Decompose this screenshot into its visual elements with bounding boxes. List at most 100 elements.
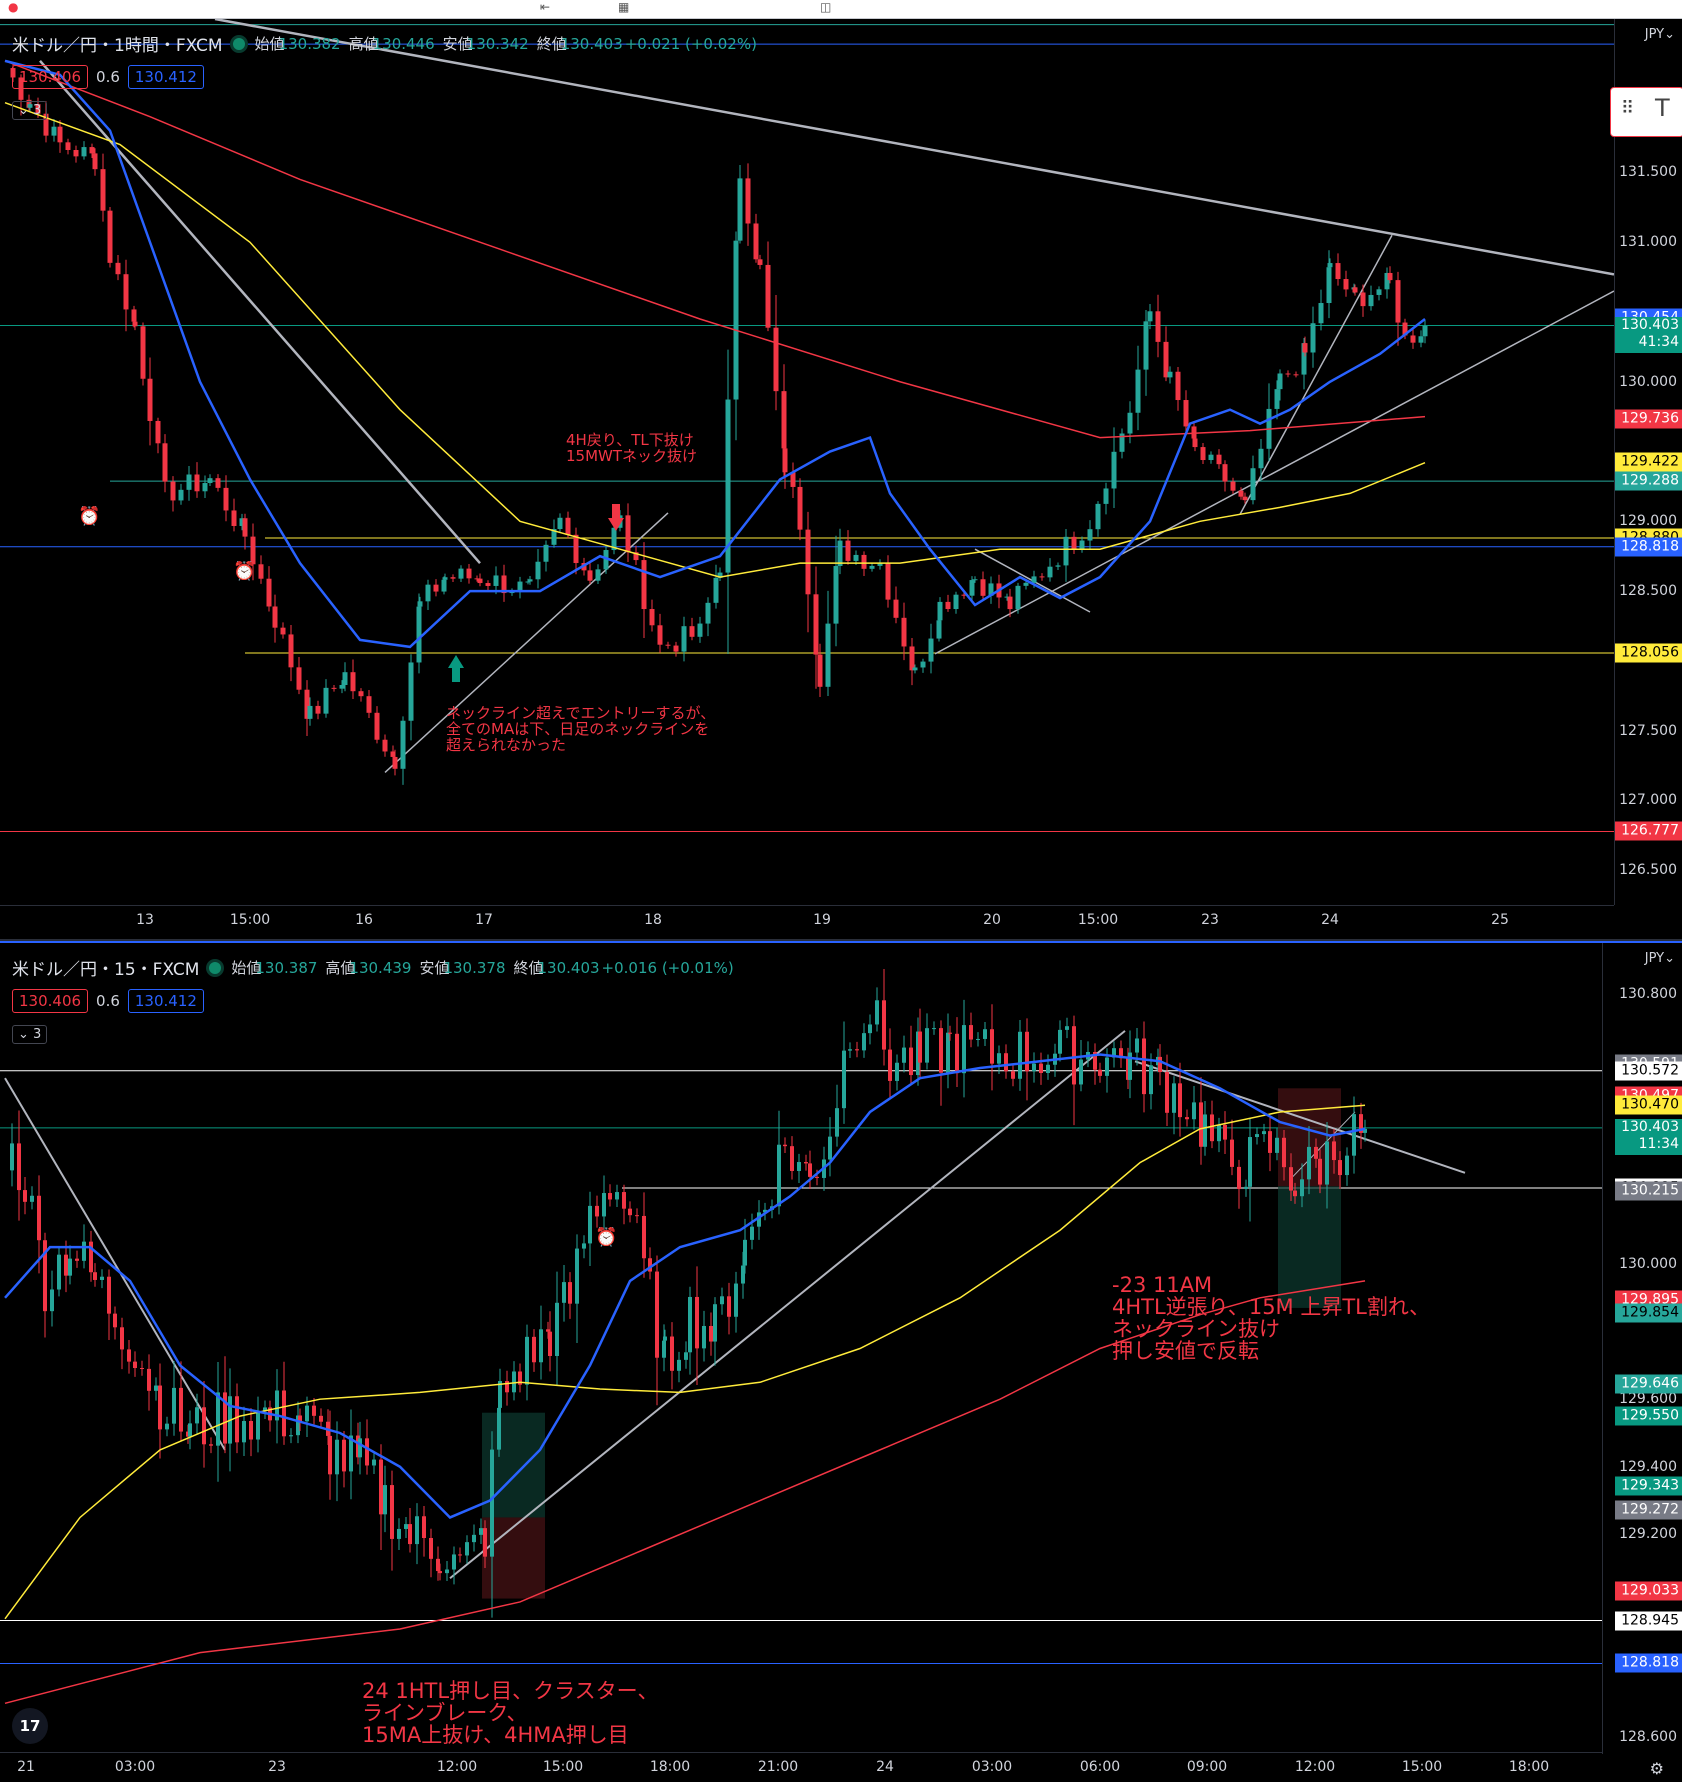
candle-body	[1167, 371, 1173, 378]
candle-body	[1079, 1059, 1083, 1085]
candle-body	[127, 1349, 131, 1362]
candle-body	[429, 1538, 433, 1559]
price-label[interactable]: 129.736	[1615, 409, 1682, 429]
candle-body	[195, 1407, 199, 1424]
floating-text-tool[interactable]: ⠿ T	[1610, 87, 1682, 137]
time-axis-15m[interactable]: 21 03:00 23 12:00 15:00 18:00 21:00 24 03:00 06:0…	[0, 1752, 1602, 1782]
price-tick: 129.000	[1619, 513, 1677, 530]
price-label[interactable]: 130.572	[1615, 1061, 1682, 1081]
indicator-toggle[interactable]: ⌄ 3	[12, 1025, 48, 1044]
candle-body	[131, 309, 137, 322]
price-label[interactable]: 129.422	[1615, 452, 1682, 472]
symbol-title[interactable]: 米ドル／円・15・FXCM	[12, 960, 200, 980]
price-tick: 128.600	[1619, 1729, 1677, 1746]
trade-profit-zone	[1278, 1186, 1341, 1308]
candle-body	[207, 478, 213, 484]
annotation-note[interactable]: -23 11AM 4HTL逆張り、15M 上昇TL割れ、 ネックライン抜け 押し…	[1112, 1273, 1431, 1363]
bid-price[interactable]: 130.406	[12, 989, 89, 1013]
candle-body	[587, 570, 593, 581]
price-label[interactable]: 130.403 11:34	[1615, 1118, 1682, 1155]
pane-divider[interactable]	[0, 939, 1682, 941]
price-axis-1h[interactable]: JPY⌄ 132.000131.500131.000130.000129.000…	[1614, 19, 1682, 905]
candle-body	[741, 1265, 745, 1284]
tradingview-logo[interactable]: 17	[12, 1708, 48, 1744]
price-label[interactable]: 130.403 41:34	[1615, 316, 1682, 353]
candle-body	[417, 601, 423, 607]
currency-selector[interactable]: JPY⌄	[1644, 951, 1675, 966]
chart-pane-15m[interactable]: ⏰ 米ドル／円・15・FXCM 始値130.387 高値130.439 安値130.…	[0, 941, 1682, 1782]
price-label[interactable]: 128.818	[1615, 1653, 1682, 1673]
annotation-note[interactable]: 4H戻り、TL下抜け 15MWTネック抜け	[566, 431, 698, 465]
time-axis-1h[interactable]: 13 15:00 16 17 18 19 20 15:00 23 24 25	[0, 905, 1614, 936]
candle-body	[92, 153, 98, 170]
candle-body	[1310, 323, 1316, 353]
candle-body	[909, 646, 915, 671]
time-tick: 24	[876, 1759, 894, 1775]
candle-body	[1237, 1166, 1241, 1189]
ohlc-key: 始値	[231, 959, 262, 977]
price-label[interactable]: 129.033	[1615, 1581, 1682, 1601]
ohlc-key: 始値	[254, 35, 285, 53]
alarm-clock-icon: ⏰	[233, 560, 255, 582]
candle-body	[1244, 1186, 1248, 1189]
bid-ask-box[interactable]: 130.406 0.6 130.412	[12, 989, 204, 1013]
price-label[interactable]: 130.470	[1615, 1095, 1682, 1115]
candle-body	[23, 1190, 27, 1202]
candle-body	[422, 1516, 426, 1539]
candle-body	[932, 1028, 936, 1030]
candle-body	[178, 489, 184, 501]
toolbar-arrows-icon[interactable]: ⇤	[540, 0, 551, 14]
toolbar-calendar-icon[interactable]: ▦	[618, 0, 630, 14]
price-label[interactable]: 129.288	[1615, 471, 1682, 491]
candle-body	[737, 178, 743, 241]
annotation-note[interactable]: ネックライン超えでエントリーするが、 全てのMAは下、日足のネックラインを 超え…	[446, 704, 716, 754]
chart-pane-1h[interactable]: ⏰ ⏰ 米ドル／円・1時間・FXCM 始値130.382 高値130.446 安値13…	[0, 19, 1682, 939]
candle-body	[374, 712, 380, 740]
record-icon[interactable]: ●	[8, 0, 19, 14]
candle-body	[57, 126, 63, 143]
ask-price[interactable]: 130.412	[127, 989, 204, 1013]
price-label[interactable]: 128.818	[1615, 537, 1682, 557]
candle-body	[445, 1569, 449, 1574]
bid-price[interactable]: 130.406	[12, 65, 89, 89]
bid-ask-box[interactable]: 130.406 0.6 130.412	[12, 65, 204, 89]
price-label[interactable]: 128.945	[1615, 1611, 1682, 1631]
candle-body	[304, 689, 310, 719]
candle-body	[828, 1136, 832, 1160]
candle-body	[1063, 536, 1069, 566]
candle-body	[390, 1485, 394, 1539]
candle-body	[43, 113, 49, 136]
symbol-title[interactable]: 米ドル／円・1時間・FXCM	[12, 36, 223, 56]
price-axis-15m[interactable]: JPY⌄ 130.800 130.000 129.600 129.400 129.200…	[1602, 943, 1682, 1754]
indicator-toggle[interactable]: ⌄ 3	[12, 101, 48, 120]
price-label[interactable]: 129.854	[1615, 1303, 1682, 1323]
price-label[interactable]: 129.550	[1615, 1406, 1682, 1426]
candle-body	[808, 1163, 812, 1177]
price-label[interactable]: 129.646	[1615, 1374, 1682, 1394]
ask-price[interactable]: 130.412	[127, 65, 204, 89]
candle-body	[869, 565, 875, 569]
price-label[interactable]: 129.343	[1615, 1476, 1682, 1496]
alarm-clock-icon: ⏰	[595, 1226, 617, 1248]
settings-gear-icon[interactable]: ⚙	[1649, 1759, 1664, 1778]
candle-body	[1300, 1179, 1304, 1197]
chart-plot-1h[interactable]: ⏰⏰	[0, 19, 1614, 905]
currency-selector[interactable]: JPY⌄	[1644, 27, 1675, 42]
price-label[interactable]: 126.777	[1615, 821, 1682, 841]
candle-body	[349, 1435, 353, 1472]
text-tool-icon[interactable]: T	[1655, 94, 1670, 122]
drag-handle-icon[interactable]: ⠿	[1621, 98, 1635, 119]
candle-body	[465, 1542, 469, 1556]
candle-body	[1039, 576, 1045, 578]
price-tick: 130.000	[1619, 1256, 1677, 1273]
price-label[interactable]: 129.272	[1615, 1500, 1682, 1520]
candle-body	[912, 667, 918, 671]
ohlc-key: 終値	[536, 35, 567, 53]
annotation-note[interactable]: 24 1HTL押し目、クラスター、 ラインブレーク、 15MA上抜け、4HMA押…	[362, 1679, 659, 1747]
candle-body	[425, 584, 431, 602]
price-label[interactable]: 128.056	[1615, 643, 1682, 663]
toolbar-layout-icon[interactable]: ◫	[820, 0, 832, 14]
chart-plot-15m[interactable]: ⏰	[0, 943, 1602, 1754]
candle-body	[26, 99, 32, 108]
price-label[interactable]: 130.215	[1615, 1181, 1682, 1201]
